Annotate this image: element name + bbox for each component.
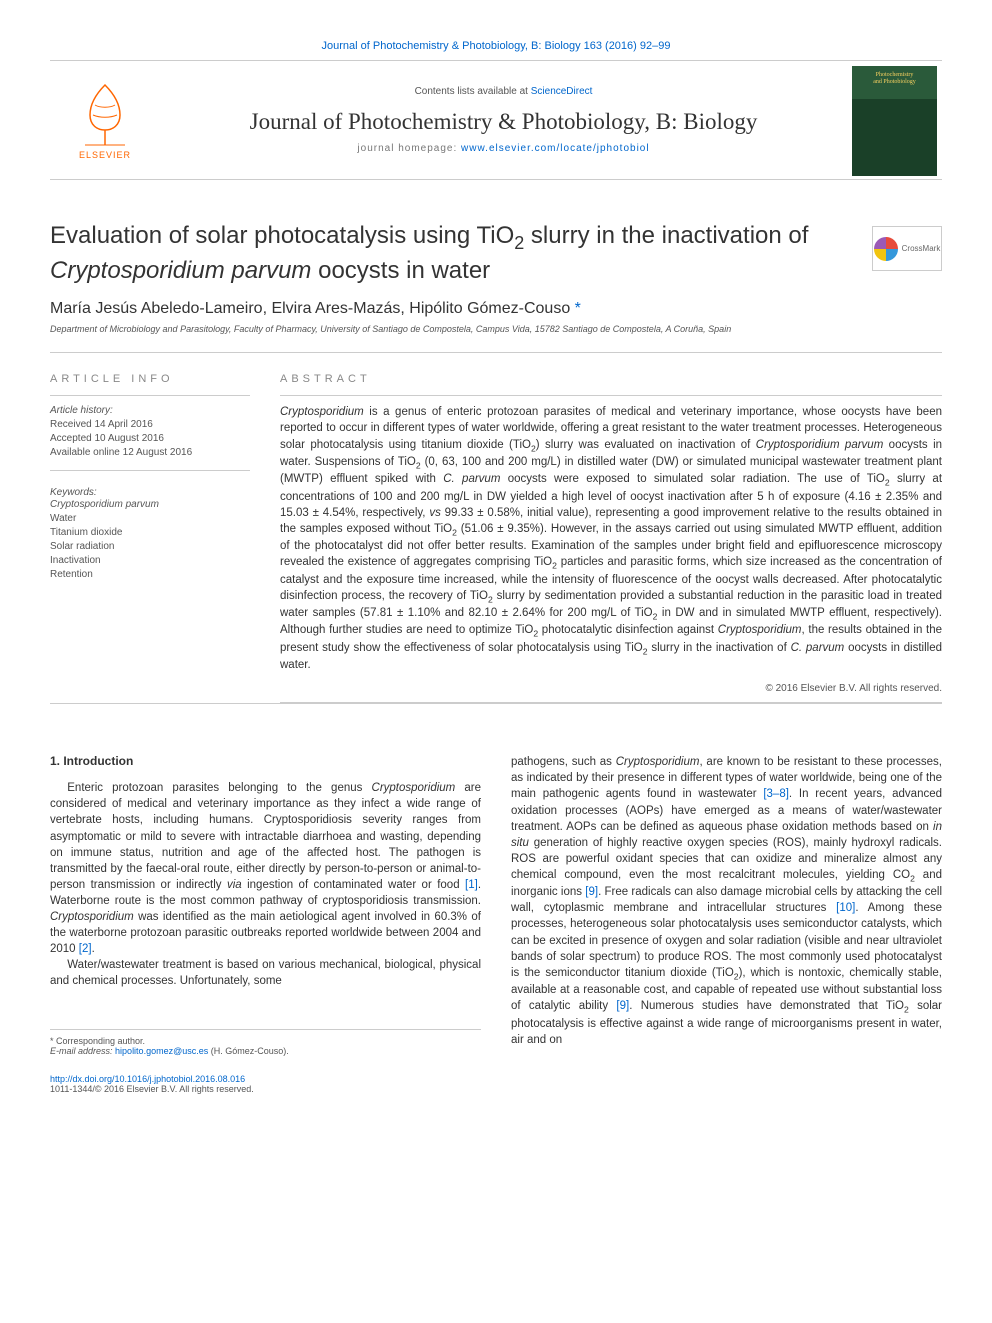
keyword: Cryptosporidium parvum — [50, 498, 250, 512]
keyword: Inactivation — [50, 554, 250, 568]
journal-homepage-link[interactable]: www.elsevier.com/locate/jphotobiol — [461, 143, 650, 154]
journal-name: Journal of Photochemistry & Photobiology… — [250, 109, 758, 135]
cover-text-top: Photochemistry — [876, 72, 914, 79]
article-info-label: ARTICLE INFO — [50, 373, 250, 385]
publisher-logo[interactable]: ELSEVIER — [50, 61, 160, 179]
divider — [50, 703, 942, 704]
abstract-label: ABSTRACT — [280, 373, 942, 385]
body-text-col2: pathogens, such as Cryptosporidium, are … — [511, 754, 942, 1047]
keyword: Solar radiation — [50, 540, 250, 554]
journal-citation[interactable]: Journal of Photochemistry & Photobiology… — [50, 40, 942, 52]
article-title: Evaluation of solar photocatalysis using… — [50, 220, 942, 286]
doi-link[interactable]: http://dx.doi.org/10.1016/j.jphotobiol.2… — [50, 1074, 245, 1084]
authors-line: María Jesús Abeledo-Lameiro, Elvira Ares… — [50, 300, 942, 318]
divider — [280, 395, 942, 396]
body-para-2: Water/wastewater treatment is based on v… — [50, 957, 481, 989]
abstract-text: Cryptosporidium is a genus of enteric pr… — [280, 404, 942, 673]
history-header: Article history: — [50, 404, 250, 418]
corresponding-mark[interactable]: * — [575, 300, 581, 317]
crossmark-label: CrossMark — [902, 244, 941, 253]
cover-text-mid: and Photobiology — [873, 79, 916, 86]
masthead: ELSEVIER Contents lists available at Sci… — [50, 60, 942, 180]
author-2: Elvira Ares-Mazás — [271, 300, 400, 317]
keywords-header: Keywords: — [50, 487, 250, 498]
body-text-col1: Enteric protozoan parasites belonging to… — [50, 780, 481, 989]
elsevier-tree-icon — [75, 80, 135, 150]
keyword: Water — [50, 512, 250, 526]
section-heading-intro: 1. Introduction — [50, 754, 481, 768]
keywords-list: Cryptosporidium parvum Water Titanium di… — [50, 498, 250, 582]
sciencedirect-line: Contents lists available at ScienceDirec… — [415, 86, 593, 97]
journal-homepage-line: journal homepage: www.elsevier.com/locat… — [357, 143, 649, 154]
body-para-3: pathogens, such as Cryptosporidium, are … — [511, 754, 942, 1047]
divider — [50, 470, 250, 471]
publisher-name: ELSEVIER — [79, 150, 131, 160]
divider — [50, 352, 942, 353]
divider — [280, 702, 942, 703]
footnote-email-link[interactable]: hipolito.gomez@usc.es — [115, 1046, 208, 1056]
history-online: Available online 12 August 2016 — [50, 446, 250, 460]
author-1: María Jesús Abeledo-Lameiro — [50, 300, 263, 317]
history-accepted: Accepted 10 August 2016 — [50, 432, 250, 446]
footnotes: * Corresponding author. E-mail address: … — [50, 1029, 481, 1056]
journal-cover-thumb[interactable]: Photochemistry and Photobiology — [852, 66, 937, 176]
crossmark-icon — [874, 237, 898, 261]
keyword: Retention — [50, 568, 250, 582]
issn-copyright: 1011-1344/© 2016 Elsevier B.V. All right… — [50, 1084, 942, 1094]
divider — [50, 395, 250, 396]
sciencedirect-link[interactable]: ScienceDirect — [531, 86, 593, 97]
footnote-email-label: E-mail address: — [50, 1046, 113, 1056]
affiliation: Department of Microbiology and Parasitol… — [50, 324, 942, 334]
abstract-copyright: © 2016 Elsevier B.V. All rights reserved… — [280, 683, 942, 694]
crossmark-badge[interactable]: CrossMark — [872, 226, 942, 271]
footnote-corresponding: * Corresponding author. — [50, 1036, 481, 1046]
author-3: Hipólito Gómez-Couso — [409, 300, 570, 317]
keyword: Titanium dioxide — [50, 526, 250, 540]
body-para-1: Enteric protozoan parasites belonging to… — [50, 780, 481, 957]
footnote-email-who: (H. Gómez-Couso). — [211, 1046, 289, 1056]
page-footer: http://dx.doi.org/10.1016/j.jphotobiol.2… — [50, 1074, 942, 1094]
history-received: Received 14 April 2016 — [50, 418, 250, 432]
